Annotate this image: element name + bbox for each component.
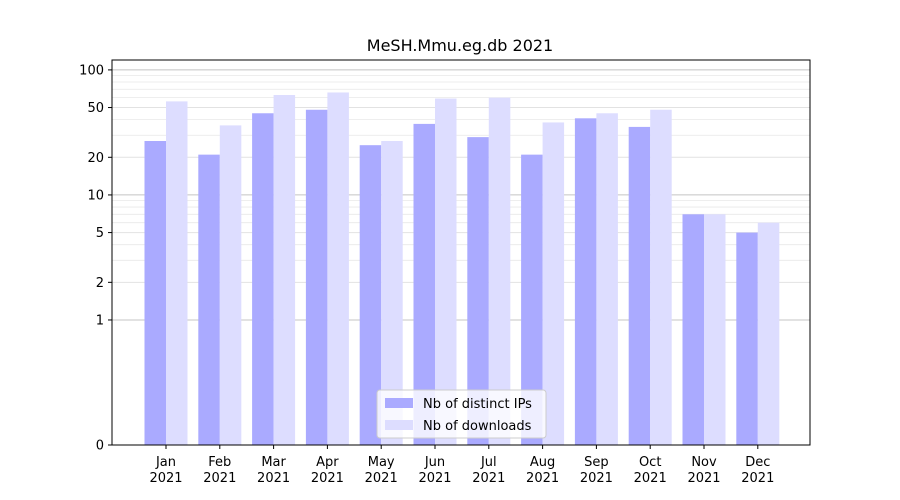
x-tick-label-year: 2021 xyxy=(257,471,290,486)
x-tick-label-year: 2021 xyxy=(741,471,774,486)
chart-title: MeSH.Mmu.eg.db 2021 xyxy=(367,36,553,55)
bar-distinct-ips xyxy=(628,126,651,446)
x-tick-label-year: 2021 xyxy=(203,471,236,486)
bar-distinct-ips xyxy=(521,154,543,446)
legend-label-downloads: Nb of downloads xyxy=(423,419,532,434)
x-tick-label-month: Nov xyxy=(691,455,717,470)
y-tick-label: 0 xyxy=(96,439,104,454)
legend-frame xyxy=(376,389,547,439)
x-tick-label-month: Jun xyxy=(424,455,445,470)
y-tick-label: 100 xyxy=(79,63,104,78)
bar-downloads xyxy=(650,109,672,445)
bar-downloads xyxy=(704,214,726,445)
bars xyxy=(144,92,780,446)
bar-downloads xyxy=(596,113,618,445)
bar-downloads xyxy=(219,125,242,445)
legend-swatch-downloads xyxy=(385,420,413,430)
x-tick-label-year: 2021 xyxy=(418,471,451,486)
x-tick-label-year: 2021 xyxy=(634,471,667,486)
x-tick-label-year: 2021 xyxy=(687,471,720,486)
bar-distinct-ips xyxy=(144,140,166,445)
bar-downloads xyxy=(381,140,403,445)
bar-downloads xyxy=(327,92,349,446)
bar-distinct-ips xyxy=(359,145,382,445)
bar-downloads xyxy=(166,101,188,445)
y-tick-label: 50 xyxy=(87,101,104,116)
x-tick-label-year: 2021 xyxy=(365,471,398,486)
legend: Nb of distinct IPs Nb of downloads xyxy=(376,389,547,439)
x-tick-label-month: Dec xyxy=(745,455,770,470)
legend-label-distinct-ips: Nb of distinct IPs xyxy=(423,397,532,412)
x-tick-label-month: Jul xyxy=(480,455,497,470)
bar-downloads xyxy=(488,97,511,445)
x-tick-label-month: Apr xyxy=(316,455,339,470)
bar-distinct-ips xyxy=(413,123,435,445)
bar-downloads xyxy=(435,98,457,446)
legend-swatch-distinct-ips xyxy=(385,398,413,408)
x-tick-label-year: 2021 xyxy=(311,471,344,486)
x-tick-label-month: Feb xyxy=(208,455,231,470)
axes: 0125102050100Jan2021Feb2021Mar2021Apr202… xyxy=(79,59,811,486)
x-tick-label-month: Sep xyxy=(584,455,609,470)
bar-distinct-ips xyxy=(467,137,489,445)
bar-distinct-ips xyxy=(305,109,328,445)
y-tick-label: 20 xyxy=(87,151,104,166)
x-tick-label-month: May xyxy=(368,455,395,470)
x-tick-label-year: 2021 xyxy=(149,471,182,486)
bar-distinct-ips xyxy=(574,118,597,445)
plot-frame xyxy=(111,59,811,446)
x-tick-label-month: Mar xyxy=(261,455,286,470)
bar-downloads xyxy=(757,222,780,445)
x-tick-label-month: Jan xyxy=(155,455,176,470)
y-tick-label: 10 xyxy=(87,188,104,203)
x-tick-label-month: Aug xyxy=(530,455,555,470)
y-tick-label: 1 xyxy=(96,313,104,328)
bar-distinct-ips xyxy=(736,232,758,445)
x-tick-label-year: 2021 xyxy=(580,471,613,486)
x-tick-label-month: Oct xyxy=(639,455,661,470)
x-tick-label-year: 2021 xyxy=(526,471,559,486)
bar-distinct-ips xyxy=(198,154,220,446)
bar-downloads xyxy=(542,122,565,445)
x-tick-label-year: 2021 xyxy=(472,471,505,486)
y-tick-label: 5 xyxy=(96,226,104,241)
bar-downloads xyxy=(273,94,296,446)
bar-distinct-ips xyxy=(682,214,704,445)
y-tick-label: 2 xyxy=(96,276,104,291)
bar-distinct-ips xyxy=(252,113,274,445)
